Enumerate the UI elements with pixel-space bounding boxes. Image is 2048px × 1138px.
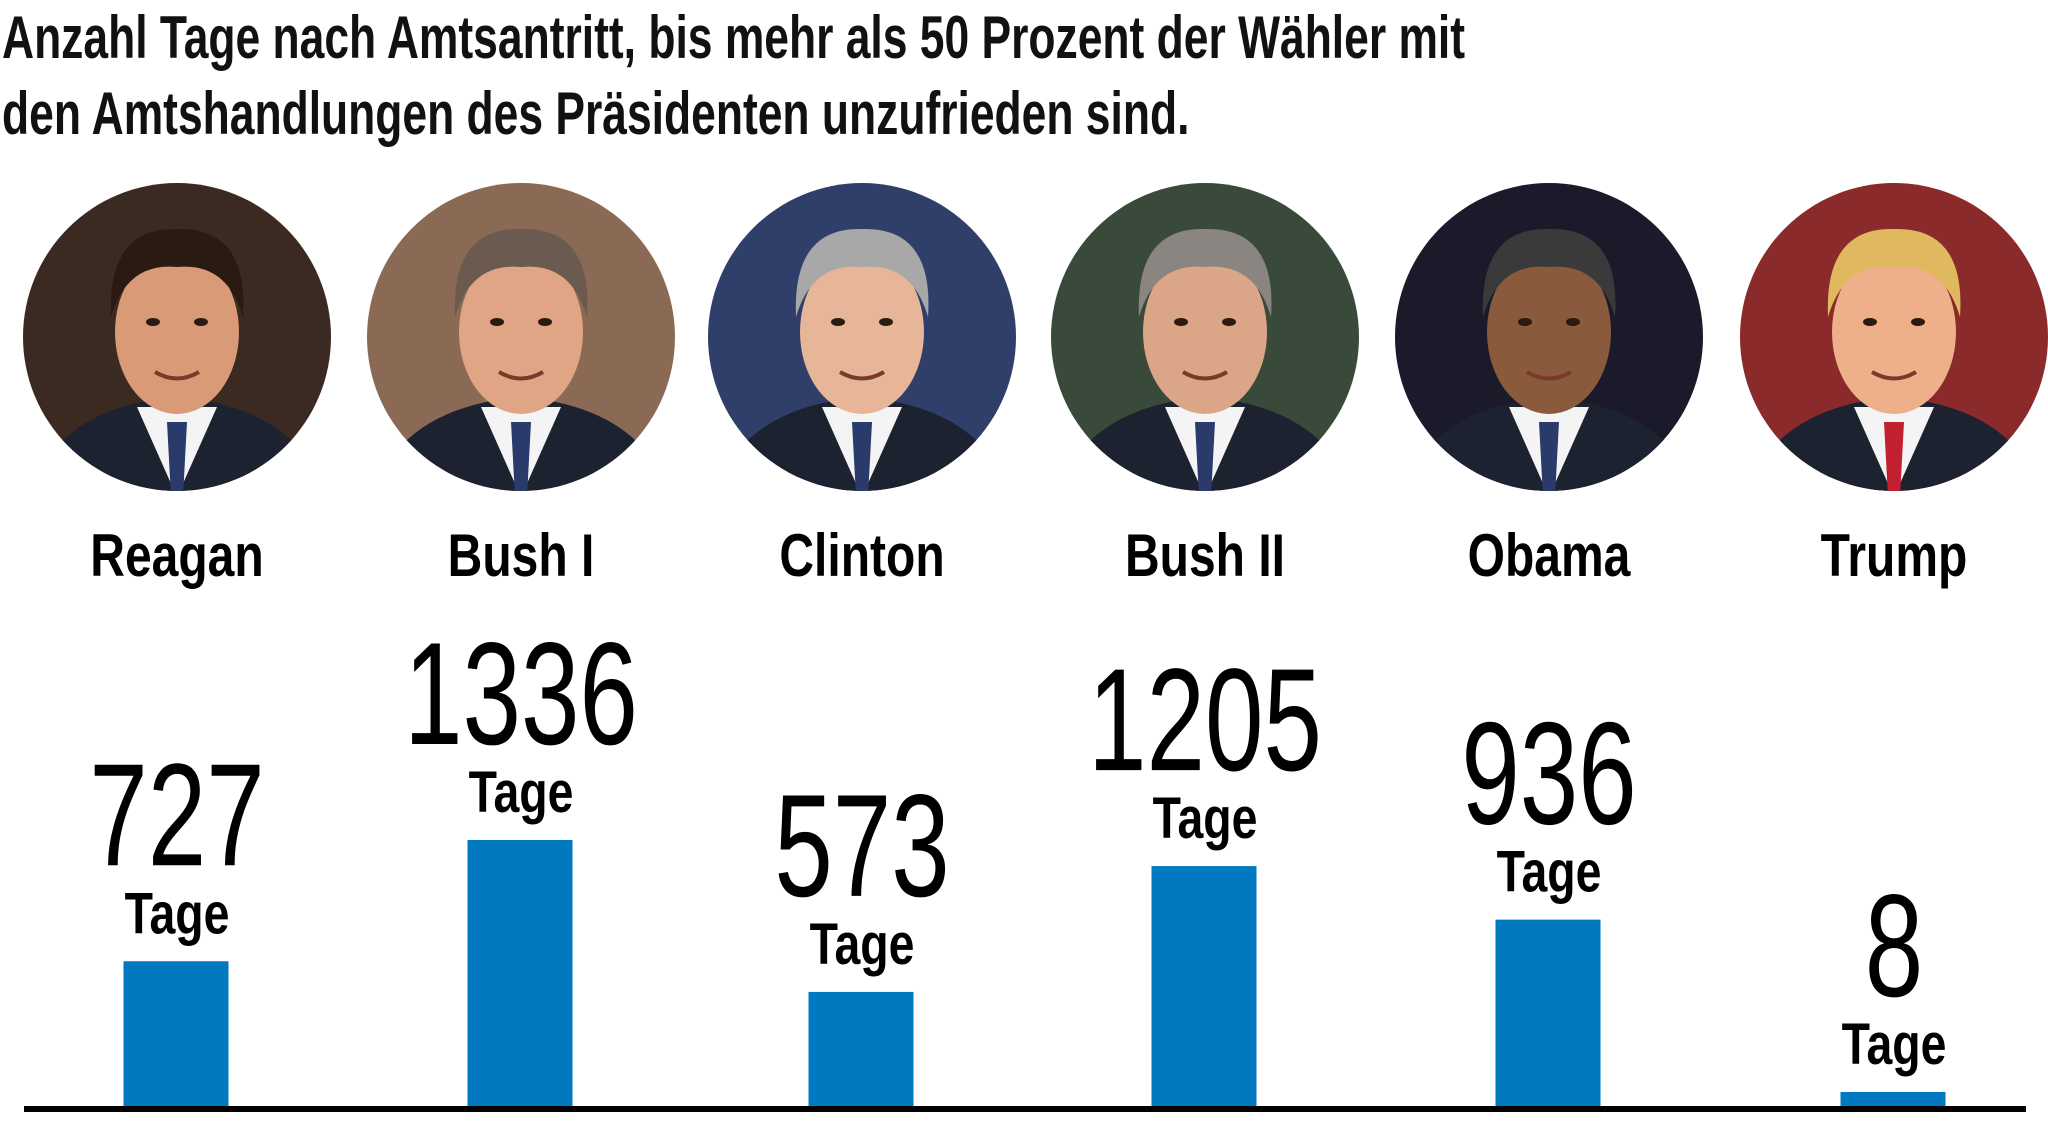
eye-shape	[1911, 318, 1925, 326]
eye-shape	[831, 318, 845, 326]
unit-label: Tage	[1497, 840, 1602, 905]
portrait-image	[1395, 183, 1703, 491]
value-label: 573	[774, 764, 949, 927]
portrait-image	[1051, 183, 1359, 491]
unit-label: Tage	[1842, 1012, 1947, 1077]
face-shape	[1143, 250, 1267, 414]
eye-shape	[194, 318, 208, 326]
tie-shape	[167, 422, 187, 491]
eye-shape	[146, 318, 160, 326]
unit-label: Tage	[469, 760, 574, 825]
unit-label: Tage	[810, 912, 915, 977]
hair-shape	[795, 228, 929, 317]
hair-shape	[110, 228, 244, 317]
chart-title: Anzahl Tage nach Amtsantritt, bis mehr a…	[2, 0, 1465, 152]
tie-shape	[511, 422, 531, 491]
eye-shape	[1222, 318, 1236, 326]
portrait-bush-ii	[1051, 183, 1359, 491]
category-label: Reagan	[90, 522, 263, 589]
tie-shape	[852, 422, 872, 491]
bar	[1840, 1092, 1946, 1106]
chart-title-line-1: Anzahl Tage nach Amtsantritt, bis mehr a…	[2, 4, 1466, 71]
hair-shape	[1827, 228, 1961, 317]
tie-shape	[1539, 422, 1559, 491]
category-label: Bush II	[1125, 522, 1285, 589]
bar	[467, 840, 573, 1106]
face-shape	[1832, 250, 1956, 414]
eye-shape	[879, 318, 893, 326]
face-shape	[800, 250, 924, 414]
portrait-obama	[1395, 183, 1703, 491]
eye-shape	[1518, 318, 1532, 326]
eye-shape	[1863, 318, 1877, 326]
portrait-clinton	[708, 183, 1016, 491]
portrait-reagan	[23, 183, 331, 491]
eye-shape	[490, 318, 504, 326]
category-label: Clinton	[779, 522, 944, 589]
eye-shape	[1566, 318, 1580, 326]
category-label: Trump	[1821, 522, 1968, 589]
value-label: 936	[1461, 692, 1636, 855]
mouth-shape	[1870, 370, 1918, 381]
hair-shape	[1138, 228, 1272, 317]
face-shape	[115, 250, 239, 414]
value-label: 1336	[404, 612, 638, 775]
portrait-bush-i	[367, 183, 675, 491]
tie-shape	[1884, 422, 1904, 491]
mouth-shape	[497, 370, 545, 381]
bar	[1495, 919, 1601, 1106]
bar	[1151, 866, 1257, 1106]
portrait-image	[367, 183, 675, 491]
face-shape	[1487, 250, 1611, 414]
portrait-trump	[1740, 183, 2048, 491]
face-shape	[459, 250, 583, 414]
value-label: 1205	[1088, 638, 1322, 801]
mouth-shape	[1181, 370, 1229, 381]
portrait-image	[23, 183, 331, 491]
bar	[808, 991, 914, 1106]
mouth-shape	[1525, 370, 1573, 381]
value-label: 727	[89, 733, 264, 896]
unit-label: Tage	[1153, 786, 1258, 851]
category-label: Bush I	[448, 522, 595, 589]
eye-shape	[538, 318, 552, 326]
category-label: Obama	[1468, 522, 1631, 589]
eye-shape	[1174, 318, 1188, 326]
portrait-image	[1740, 183, 2048, 491]
tie-shape	[1195, 422, 1215, 491]
hair-shape	[1482, 228, 1616, 317]
value-label: 8	[1865, 864, 1923, 1027]
x-axis-line	[24, 1106, 2026, 1112]
bar	[123, 961, 229, 1106]
portrait-image	[708, 183, 1016, 491]
hair-shape	[454, 228, 588, 317]
chart-title-line-2: den Amtshandlungen des Präsidenten unzuf…	[2, 80, 1190, 147]
mouth-shape	[153, 370, 201, 381]
unit-label: Tage	[125, 881, 230, 946]
mouth-shape	[838, 370, 886, 381]
